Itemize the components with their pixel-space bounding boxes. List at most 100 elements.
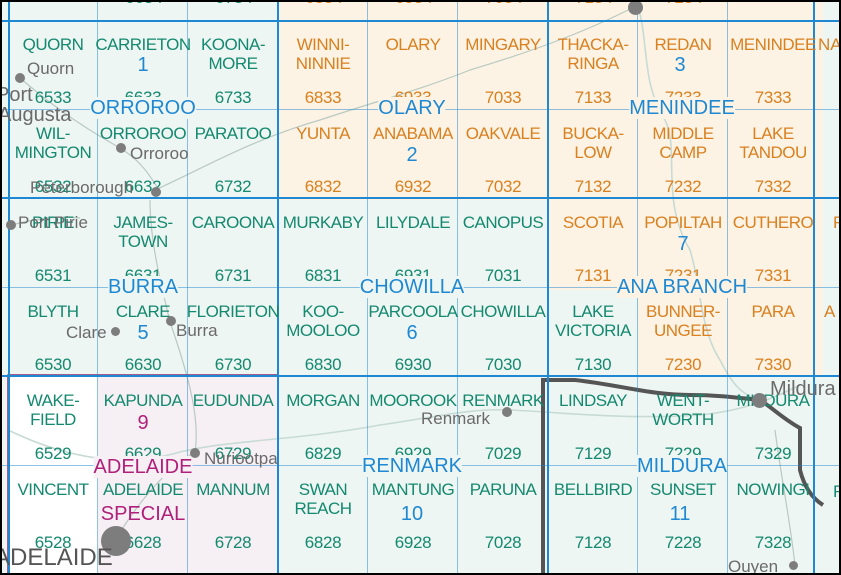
sheet-cell: WINNI- NINNIE 6833 bbox=[278, 21, 368, 110]
sheet-cell-name: BLYTH bbox=[27, 302, 79, 321]
sheet-cell: CAROONA 6731 bbox=[188, 199, 278, 288]
sheet-cell-code: 6831 bbox=[304, 266, 342, 285]
top-partial-code: 6734 bbox=[215, 0, 253, 8]
grid-h-0 bbox=[0, 20, 841, 22]
sheet-cell-name: RENMARK bbox=[462, 391, 544, 410]
sheet-cell-name: PARA bbox=[751, 302, 795, 321]
town-label-port: Port bbox=[0, 84, 33, 106]
sheet-cell: ANABAMA 6932 bbox=[368, 110, 458, 199]
sheet-cell-code: 7029 bbox=[484, 444, 522, 463]
sheet-number-9: 9 bbox=[137, 412, 149, 434]
sheet-cell: LAKE VICTORIA 7130 bbox=[548, 288, 638, 377]
town-dot-port-pirie bbox=[6, 220, 16, 230]
sheet-cell-code: 7331 bbox=[754, 266, 792, 285]
sheet-cell-name: THACKA- RINGA bbox=[557, 35, 629, 73]
sheet-cell-name: MORGAN bbox=[286, 391, 360, 410]
sheet-cell: WAKE- FIELD 6529 bbox=[8, 377, 98, 466]
sheet-cell: ORROROO 6632 bbox=[98, 110, 188, 199]
sheet-cell: PARCOOLA 6930 bbox=[368, 288, 458, 377]
sheet-cell-code: 6830 bbox=[304, 355, 342, 374]
sheet-name-olary: OLARY bbox=[378, 97, 446, 119]
road-adelaide-north bbox=[114, 199, 197, 541]
sheet-name-renmark: RENMARK bbox=[361, 455, 463, 477]
sheet-cell-name: MINGARY bbox=[465, 35, 541, 54]
town-dot-clare bbox=[111, 327, 120, 336]
town-dot-ouyen bbox=[789, 561, 798, 570]
road-west bbox=[19, 77, 161, 193]
town-label-ouyen: Ouyen bbox=[728, 557, 779, 575]
sheet-cell: EUDUNDA 6729 bbox=[188, 377, 278, 466]
sheet-cell-code: 7033 bbox=[484, 88, 522, 107]
sheet-cell-name: LAKE TANDOU bbox=[739, 124, 807, 162]
sheet-cell: SWAN REACH 6828 bbox=[278, 466, 368, 555]
sheet-cell: WIL- MINGTON 6532 bbox=[8, 110, 98, 199]
town-label-peterborough: Peterborough bbox=[30, 178, 134, 197]
sheet-cell-name: WIL- MINGTON bbox=[14, 124, 92, 162]
sheet-name-adelaide: ADELAIDE bbox=[93, 456, 193, 478]
sheet-cell-name: YUNTA bbox=[296, 124, 350, 143]
sheet-cell: PARA 7330 bbox=[728, 288, 818, 377]
sheet-cell-code: 7128 bbox=[574, 533, 612, 552]
sheet-cell: MIDDLE CAMP 7232 bbox=[638, 110, 728, 199]
sheet-cell-name: CANOPUS bbox=[462, 213, 544, 232]
sheet-cell-name: OLARY bbox=[385, 35, 441, 54]
town-dot-mildura bbox=[752, 393, 767, 408]
edge-partial-label: F bbox=[833, 213, 841, 232]
sheet-cell: RENMARK 7029 bbox=[458, 377, 548, 466]
road-mildura-east bbox=[758, 398, 825, 507]
sheet-cell: PARATOO 6732 bbox=[188, 110, 278, 199]
sheet-cell: CUTHERO 7331 bbox=[728, 199, 818, 288]
town-label-nuriootpa: Nuriootpa bbox=[204, 449, 278, 468]
sheet-cell-name: PARUNA bbox=[469, 480, 537, 499]
sheet-cell-name: POPILTAH bbox=[644, 213, 722, 232]
sheet-cell: BUCKA- LOW 7132 bbox=[548, 110, 638, 199]
sheet-cell-name: MANTUNG bbox=[371, 480, 455, 499]
road-ouyen bbox=[774, 429, 796, 566]
sheet-cell: QUORN 6533 bbox=[8, 21, 98, 110]
sheet-cell: MENINDEE 7333 bbox=[728, 21, 818, 110]
sheet-cell-code: 6628 bbox=[124, 533, 162, 552]
sheet-cell: WENT- WORTH 7229 bbox=[638, 377, 728, 466]
top-partial-code: 7034 bbox=[485, 0, 523, 8]
top-partial-code: 6834 bbox=[305, 0, 343, 8]
sheet-number-7: 7 bbox=[677, 233, 689, 255]
sheet-cell-name: MOOROOK bbox=[369, 391, 457, 410]
sheet-cell-code: 6829 bbox=[304, 444, 342, 463]
edge-partial-label: A bbox=[824, 302, 836, 321]
sheet-number-11: 11 bbox=[669, 503, 691, 525]
town-dot-peterborough bbox=[151, 187, 161, 197]
sheet-cell-code: 6532 bbox=[34, 177, 72, 196]
sheet-cell-name: CLARE bbox=[115, 302, 171, 321]
sheet-name-orroroo: ORROROO bbox=[90, 97, 196, 119]
sheet-cell: SUNSET 7228 bbox=[638, 466, 728, 555]
sheet-cell-name: MIDDLE CAMP bbox=[652, 124, 714, 162]
sheet-cell-code: 7131 bbox=[574, 266, 612, 285]
sheet-cell: LINDSAY 7129 bbox=[548, 377, 638, 466]
sheet-cell-name: WAKE- FIELD bbox=[26, 391, 80, 429]
sheet-cell-code: 6630 bbox=[124, 355, 162, 374]
sheet-number-5: 5 bbox=[137, 322, 149, 344]
sheet-cell-code: 6529 bbox=[34, 444, 72, 463]
sheet-cell: MANTUNG 6928 bbox=[368, 466, 458, 555]
sheet-cell-code: 6731 bbox=[214, 266, 252, 285]
town-label-augusta: Augusta bbox=[0, 104, 72, 126]
town-label-clare: Clare bbox=[66, 323, 107, 342]
sheet-cell-code: 7132 bbox=[574, 177, 612, 196]
sheet-cell-code: 7332 bbox=[754, 177, 792, 196]
edge-partial-label: F bbox=[833, 482, 841, 501]
sheet-cell-name: CAROONA bbox=[191, 213, 275, 232]
town-dot-orroroo bbox=[116, 143, 126, 153]
sheet-number-2: 2 bbox=[406, 144, 418, 166]
top-partial-code: 7134 bbox=[575, 0, 613, 8]
sheet-cell-name: OAKVALE bbox=[465, 124, 541, 143]
sheet-cell-name: FLORIETON bbox=[186, 302, 280, 321]
sheet-cell-name: QUORN bbox=[22, 35, 84, 54]
sheet-cell-name: BUCKA- LOW bbox=[562, 124, 624, 162]
sheet-cell-code: 7030 bbox=[484, 355, 522, 374]
sheet-cell: YUNTA 6832 bbox=[278, 110, 368, 199]
sheet-cell: BUNNER- UNGEE 7230 bbox=[638, 288, 728, 377]
sheet-cell-code: 7328 bbox=[754, 533, 792, 552]
state-border-road bbox=[541, 378, 761, 575]
sheet-cell-code: 6828 bbox=[304, 533, 342, 552]
sheet-cell-name: LAKE VICTORIA bbox=[555, 302, 631, 340]
